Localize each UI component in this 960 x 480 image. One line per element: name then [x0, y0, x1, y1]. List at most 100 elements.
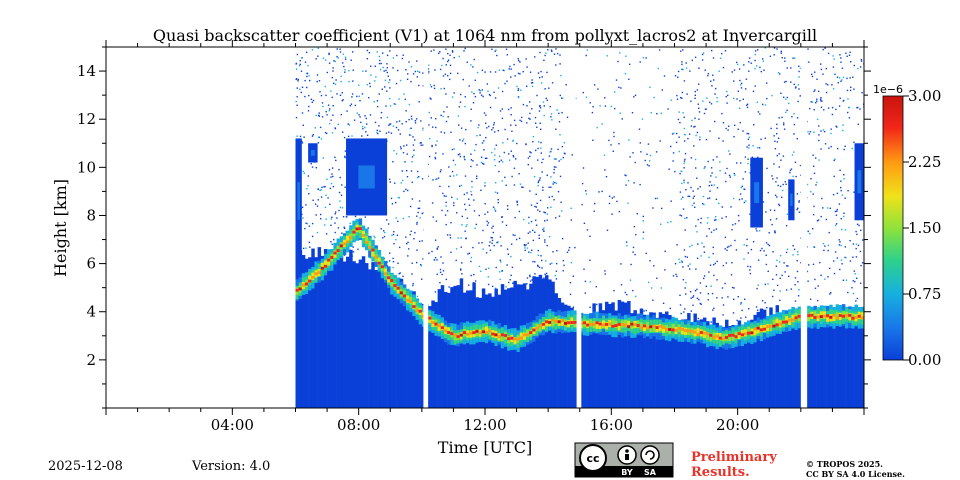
noise-dot	[685, 62, 687, 64]
noise-dot	[836, 210, 838, 212]
noise-dot	[734, 223, 737, 225]
noise-dot	[519, 61, 521, 63]
aerosol-column	[450, 287, 454, 408]
noise-dot	[456, 174, 458, 176]
noise-dot	[757, 309, 759, 311]
noise-dot	[812, 228, 814, 230]
noise-dot	[338, 191, 341, 194]
noise-dot	[535, 149, 537, 152]
noise-dot	[789, 171, 791, 174]
noise-dot	[775, 181, 777, 183]
noise-dot	[563, 152, 566, 154]
aerosol-column	[538, 274, 543, 408]
noise-dot	[364, 216, 366, 218]
aerosol-layer-band	[402, 290, 407, 298]
noise-dot	[816, 220, 819, 222]
noise-dot	[713, 229, 715, 231]
noise-dot	[339, 48, 341, 50]
noise-dot	[410, 127, 412, 129]
noise-dot	[547, 207, 549, 209]
noise-dot	[388, 260, 391, 262]
noise-dot	[710, 231, 713, 233]
noise-dot	[718, 137, 720, 139]
noise-dot	[830, 132, 832, 135]
noise-dot	[491, 227, 493, 229]
noise-dot	[472, 102, 475, 104]
aerosol-column	[374, 269, 378, 408]
noise-dot	[707, 160, 709, 163]
noise-dot	[390, 132, 393, 134]
noise-dot	[745, 88, 747, 90]
aerosol-column	[298, 250, 303, 408]
aerosol-layer-band	[611, 324, 615, 328]
aerosol-layer-band	[630, 322, 634, 326]
noise-dot	[826, 207, 829, 209]
noise-dot	[707, 74, 709, 77]
noise-dot	[385, 132, 388, 134]
noise-dot	[320, 213, 322, 216]
noise-dot	[755, 306, 758, 308]
noise-dot	[583, 268, 585, 270]
noise-dot	[416, 261, 418, 264]
noise-dot	[740, 162, 742, 164]
noise-dot	[459, 139, 461, 141]
noise-dot	[787, 265, 789, 267]
noise-dot	[344, 155, 346, 158]
noise-dot	[732, 224, 734, 226]
noise-dot	[719, 169, 721, 172]
noise-dot	[312, 199, 314, 201]
aerosol-layer-band	[630, 321, 634, 330]
noise-dot	[320, 94, 323, 97]
noise-dot	[515, 158, 517, 160]
noise-dot	[364, 126, 366, 129]
aerosol-column	[807, 310, 811, 408]
noise-dot	[821, 100, 823, 102]
noise-dot	[703, 251, 706, 253]
noise-dot	[825, 67, 827, 70]
noise-dot	[318, 80, 321, 82]
noise-dot	[796, 260, 798, 262]
noise-dot	[422, 129, 424, 131]
aerosol-column	[756, 311, 761, 408]
noise-dot	[351, 96, 353, 98]
noise-dot	[545, 260, 547, 262]
noise-dot	[436, 259, 438, 261]
noise-dot	[840, 186, 842, 189]
noise-dot	[681, 63, 683, 66]
noise-dot	[685, 293, 687, 295]
noise-dot	[728, 174, 731, 177]
noise-dot	[776, 141, 779, 143]
noise-dot	[747, 265, 749, 268]
noise-dot	[585, 190, 587, 192]
noise-dot	[407, 255, 409, 257]
noise-dot	[594, 202, 596, 205]
noise-dot	[482, 248, 484, 250]
noise-dot	[629, 63, 631, 65]
noise-dot	[632, 251, 634, 253]
noise-dot	[475, 143, 477, 146]
noise-dot	[517, 72, 520, 75]
noise-dot	[745, 78, 748, 80]
noise-dot	[433, 84, 435, 87]
noise-dot	[624, 174, 626, 176]
noise-dot	[450, 222, 452, 224]
noise-dot	[520, 120, 523, 123]
noise-dot	[508, 153, 510, 155]
noise-dot	[722, 304, 725, 306]
aerosol-layer-band	[459, 333, 464, 337]
noise-dot	[452, 159, 455, 162]
noise-dot	[572, 306, 575, 308]
noise-dot	[726, 249, 728, 251]
noise-dot	[684, 217, 686, 220]
noise-dot	[447, 75, 449, 77]
aerosol-column	[573, 316, 577, 408]
noise-dot	[829, 267, 831, 270]
cc-license-badge[interactable]: cc BY SA	[574, 442, 674, 478]
noise-dot	[727, 296, 729, 298]
noise-dot	[376, 105, 379, 108]
noise-dot	[707, 299, 709, 301]
noise-dot	[504, 128, 506, 131]
noise-dot	[778, 203, 780, 205]
noise-dot	[480, 94, 483, 96]
noise-dot	[624, 72, 627, 75]
